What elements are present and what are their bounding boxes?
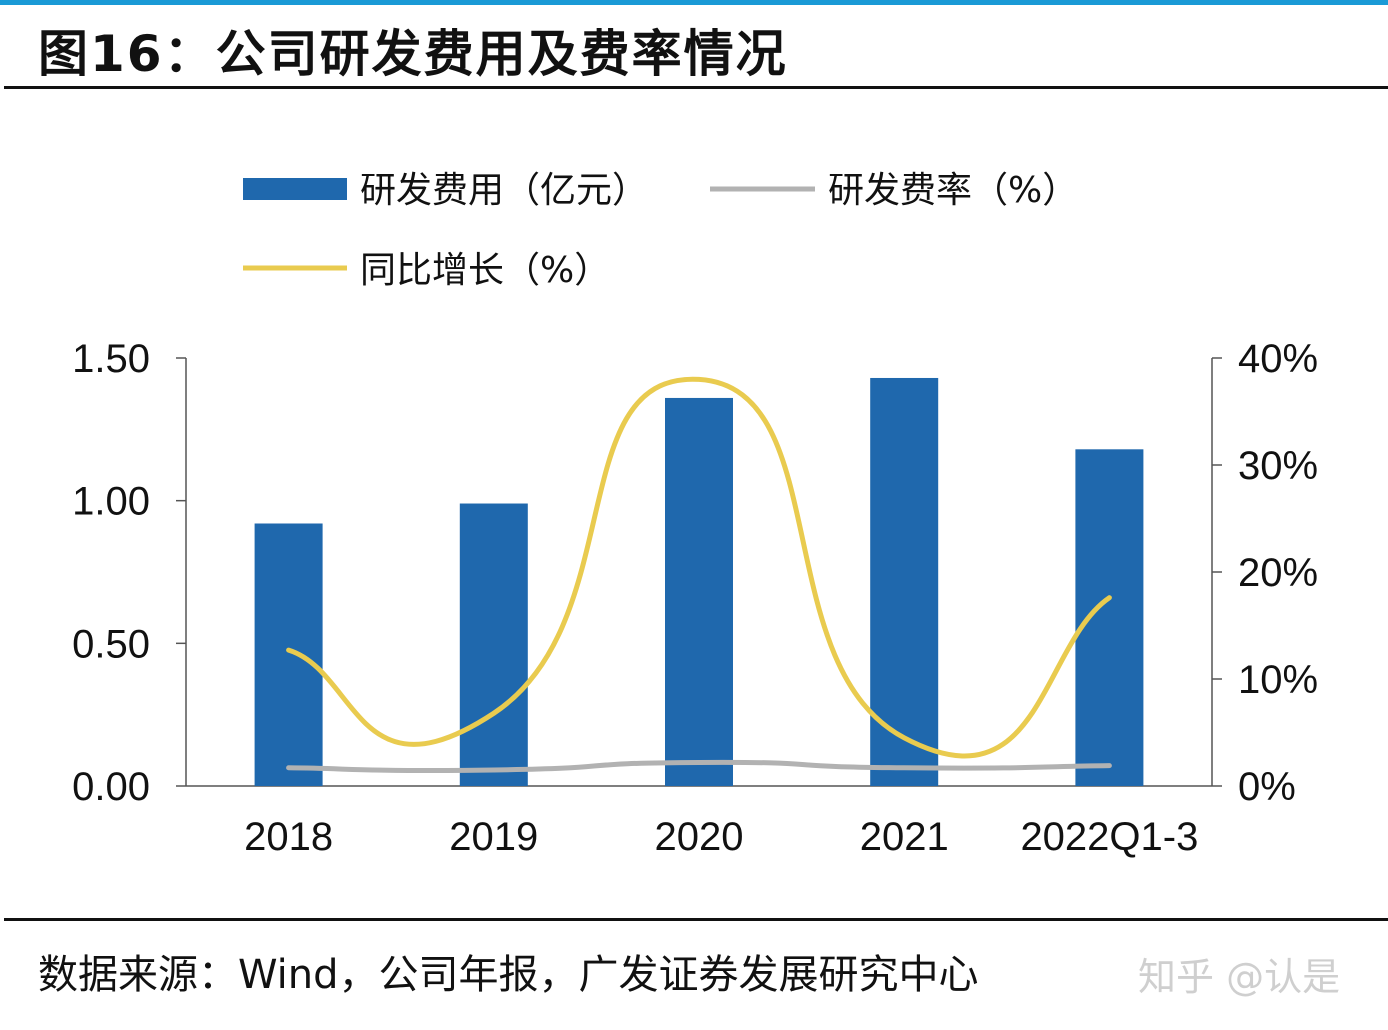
x-tick-label: 2022Q1-3 <box>1020 815 1198 859</box>
x-tick-label: 2020 <box>655 815 744 859</box>
bar-2018 <box>254 523 323 786</box>
top-accent-rule <box>0 0 1388 5</box>
source-divider <box>4 918 1388 921</box>
source-note: 数据来源：Wind，公司年报，广发证券发展研究中心 <box>38 952 979 998</box>
legend-swatch-rd-expense <box>243 178 347 200</box>
bar-2019 <box>459 503 528 786</box>
legend-label-rd-expense: 研发费用（亿元） <box>360 170 648 211</box>
left-tick-label: 1.00 <box>72 480 150 524</box>
right-axis-ticks: 0% 10% 20% 30% 40% <box>1212 337 1318 809</box>
right-tick-label: 40% <box>1238 337 1318 381</box>
left-tick-label: 0.50 <box>72 622 150 666</box>
title-divider <box>4 86 1388 89</box>
legend-label-yoy-growth: 同比增长（%） <box>360 250 610 291</box>
x-tick-label: 2019 <box>449 815 538 859</box>
legend-label-rd-rate: 研发费率（%） <box>828 170 1078 211</box>
left-tick-label: 0.00 <box>72 765 150 809</box>
legend: 研发费用（亿元） 研发费率（%） 同比增长（%） <box>243 170 1078 291</box>
yoy-growth-line <box>286 376 1112 759</box>
left-axis-ticks: 0.00 0.50 1.00 1.50 <box>72 337 186 809</box>
x-axis-labels: 2018 2019 2020 2021 2022Q1-3 <box>244 815 1198 859</box>
figure-title: 图16：公司研发费用及费率情况 <box>38 25 788 83</box>
x-tick-label: 2021 <box>860 815 949 859</box>
bar-2020 <box>665 397 733 786</box>
right-tick-label: 10% <box>1238 658 1318 702</box>
right-tick-label: 0% <box>1238 765 1296 809</box>
bar-2021 <box>870 377 939 786</box>
bar-series <box>254 377 1144 786</box>
line-series <box>286 376 1112 773</box>
x-tick-label: 2018 <box>244 815 333 859</box>
left-tick-label: 1.50 <box>72 337 150 381</box>
watermark: 知乎 @认是 <box>1138 955 1341 999</box>
right-tick-label: 30% <box>1238 444 1318 488</box>
right-tick-label: 20% <box>1238 551 1318 595</box>
